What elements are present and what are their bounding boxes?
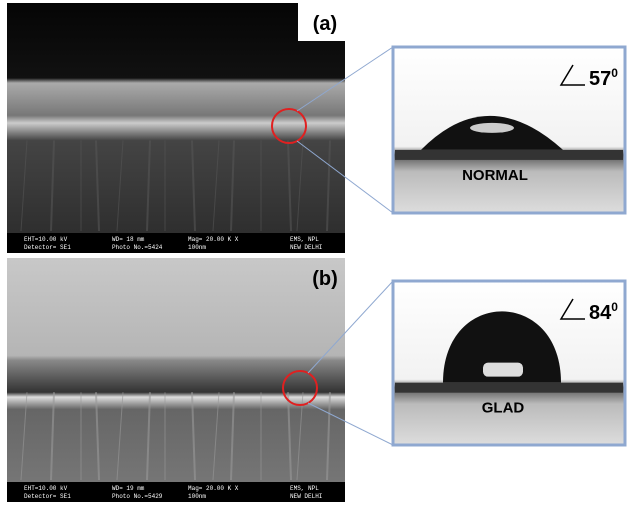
footer-text: NEW DELHI — [290, 244, 322, 251]
footer-text: 100nm — [188, 244, 206, 251]
footer-text: EHT=10.00 kV — [24, 236, 68, 243]
footer-text: Photo No.=5429 — [112, 493, 163, 500]
footer-text: WD= 18 mm — [112, 236, 145, 243]
substrate — [395, 383, 623, 393]
angle-superscript: 0 — [611, 66, 618, 80]
footer-text: Detector= SE1 — [24, 493, 71, 500]
footer-text: 100nm — [188, 493, 206, 500]
footer-text: WD= 19 mm — [112, 485, 145, 492]
footer-text: Detector= SE1 — [24, 244, 71, 251]
footer-text: Mag= 20.00 K X — [188, 485, 239, 492]
footer-text: EHT=10.00 kV — [24, 485, 68, 492]
substrate — [395, 150, 623, 160]
angle-value: 84 — [589, 302, 612, 324]
footer-text: EMS, NPL — [290, 485, 319, 492]
footer-text: EMS, NPL — [290, 236, 319, 243]
sem-image — [7, 3, 345, 253]
angle-superscript: 0 — [611, 300, 618, 314]
footer-text: Mag= 20.00 K X — [188, 236, 239, 243]
footer-text: Photo No.=5424 — [112, 244, 163, 251]
panel-label: (b) — [312, 268, 338, 290]
sem-image — [7, 258, 345, 502]
footer-text: NEW DELHI — [290, 493, 322, 500]
droplet-highlight — [470, 123, 514, 133]
droplet-highlight — [483, 363, 523, 377]
inset-caption: NORMAL — [462, 167, 528, 184]
figure: (a)EHT=10.00 kVDetector= SE1WD= 18 mmPho… — [0, 0, 629, 506]
panel-label: (a) — [313, 13, 337, 35]
angle-value: 57 — [589, 68, 611, 90]
inset-caption: GLAD — [482, 400, 525, 417]
